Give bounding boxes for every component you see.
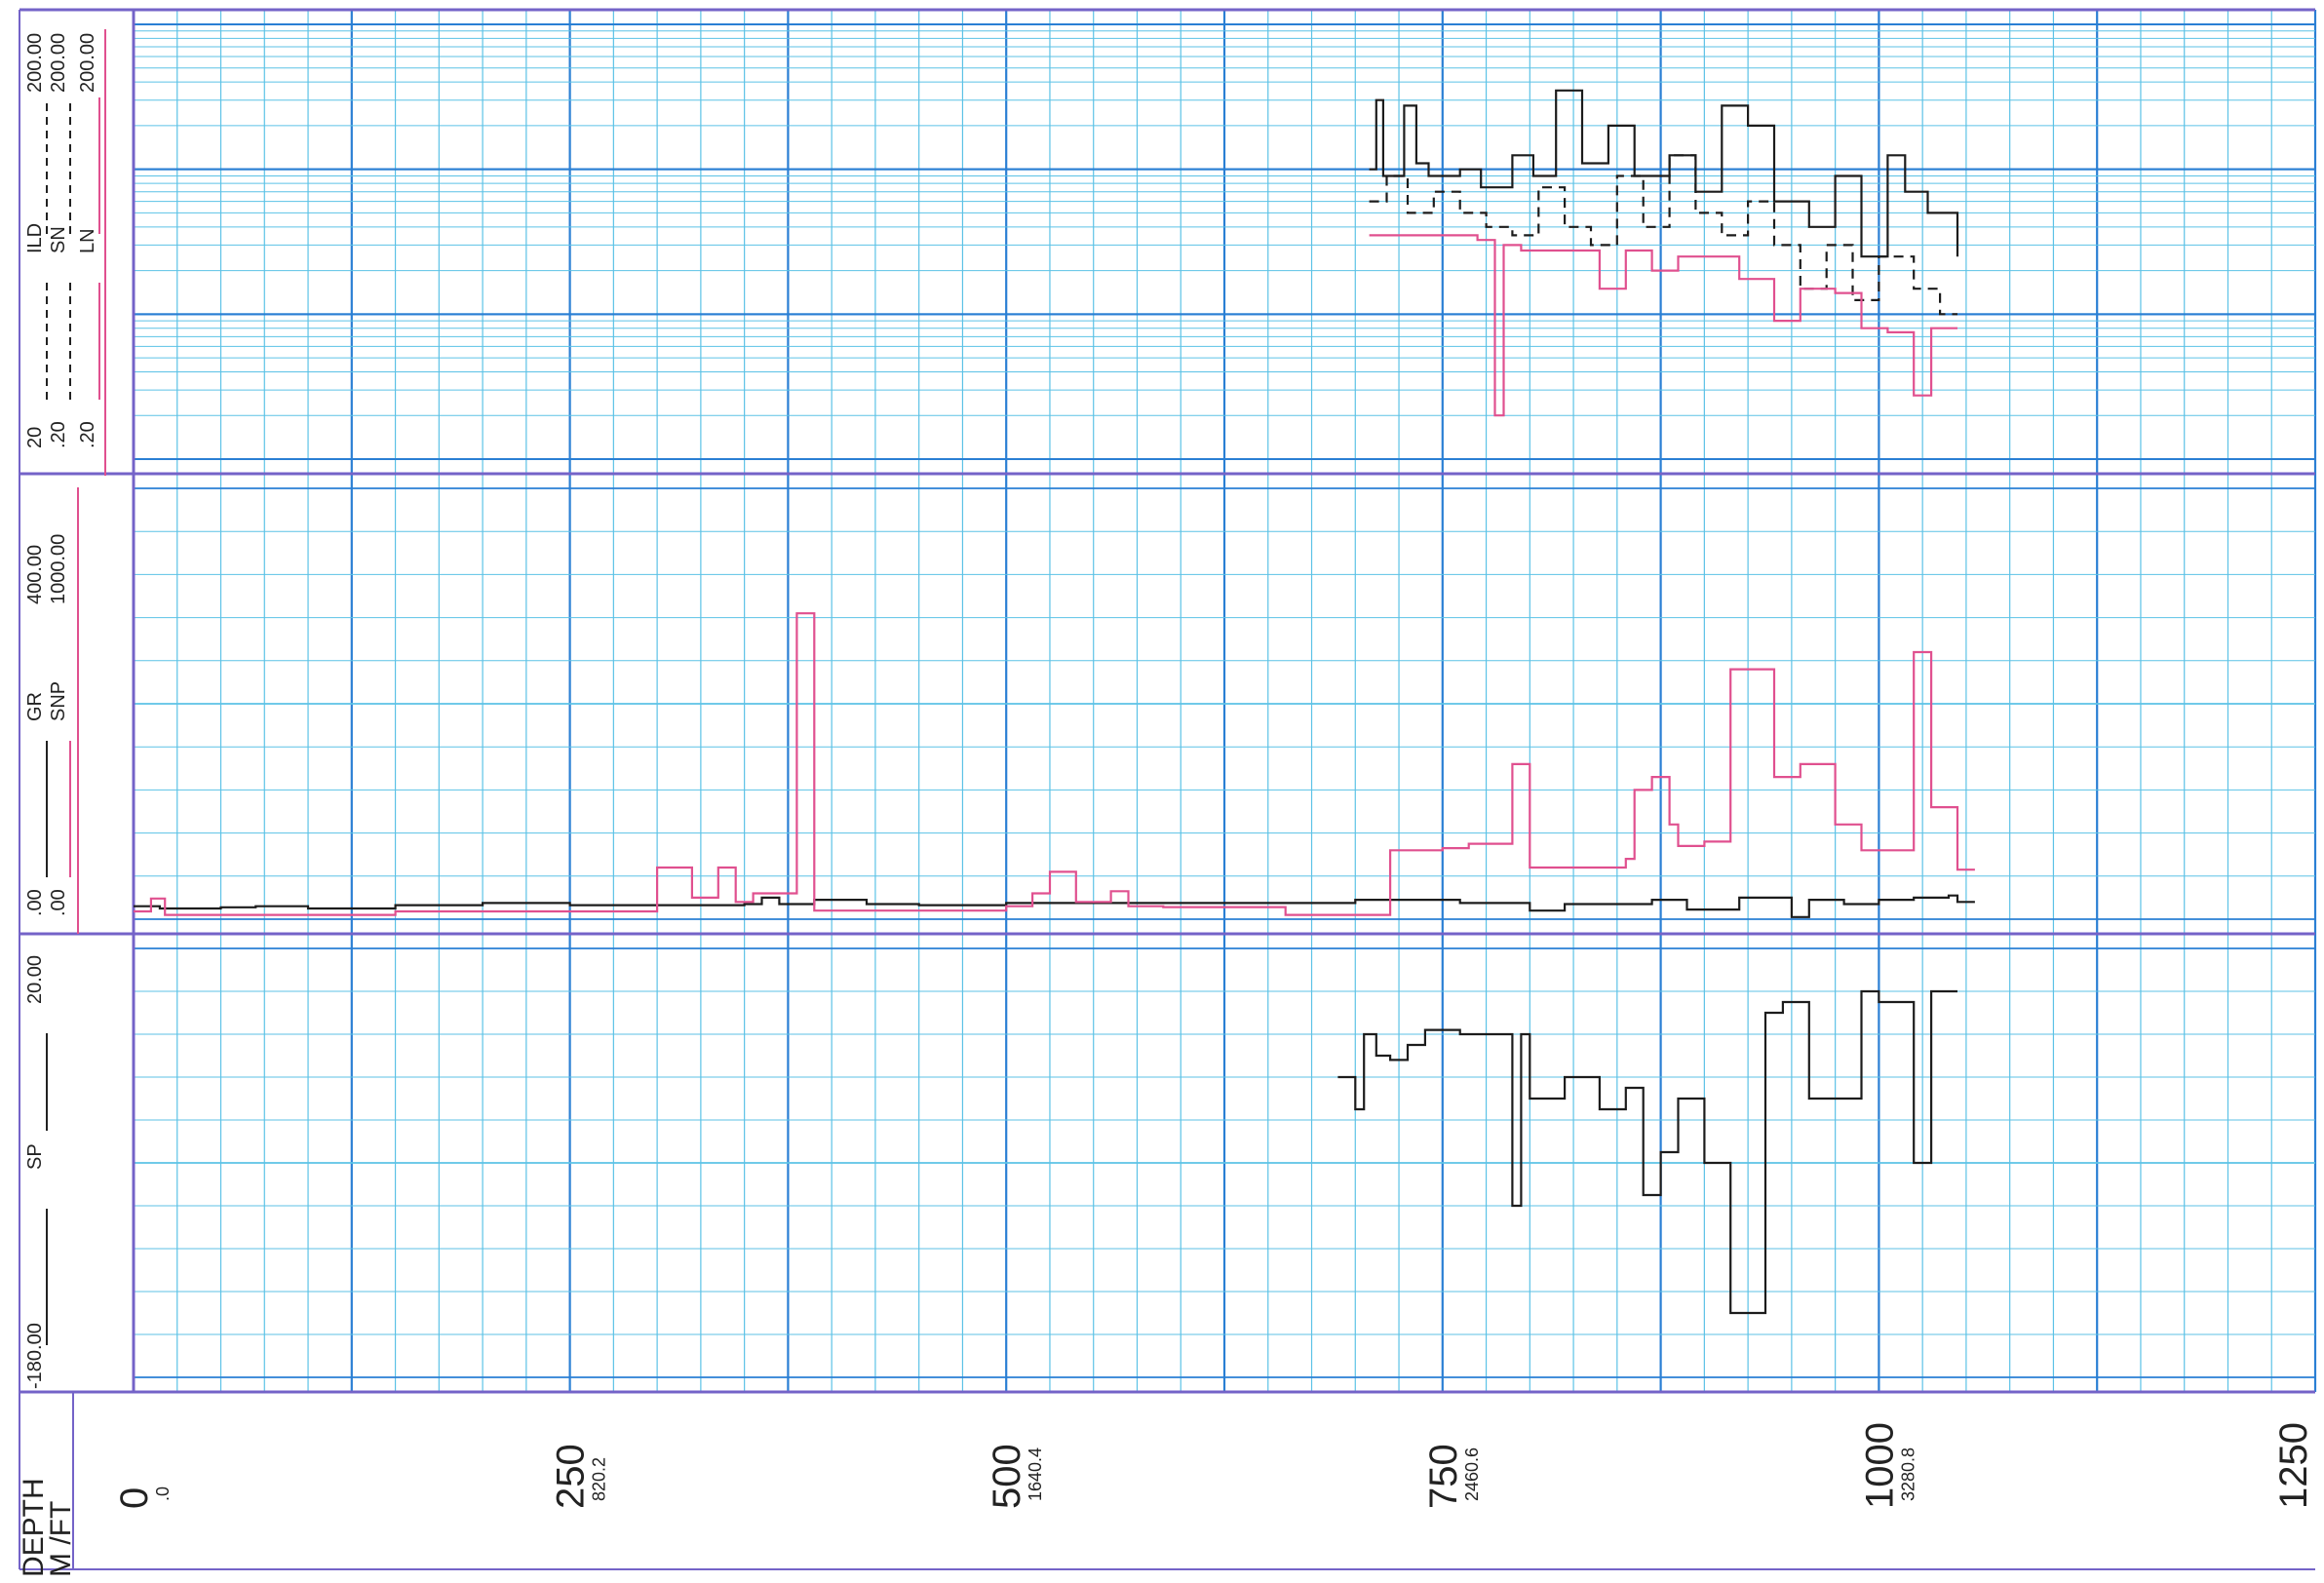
depth-label-m: 500 <box>986 1444 1028 1509</box>
legend-max-snp: 1000.00 <box>48 534 69 604</box>
curve-sp <box>1337 989 1957 1315</box>
legend-min-sp: -180.00 <box>24 1323 46 1389</box>
grid-layer <box>19 8 2317 1570</box>
depth-header-line2: M /FT <box>45 1501 77 1577</box>
track-header-layer: 20 200.00 ILD .20 200.00 SN .20 200.00 LN .00 400.… <box>18 29 106 1577</box>
legend-max-gr: 400.00 <box>24 545 46 604</box>
legend-name-sp: SP <box>24 1143 46 1170</box>
legend-min-gr: .00 <box>24 889 46 916</box>
legend-max-sp: 20.00 <box>24 955 46 1004</box>
depth-label-ft: 2460.6 <box>1462 1448 1482 1501</box>
depth-label-m: 750 <box>1422 1444 1465 1509</box>
curve-layer <box>134 89 1975 1315</box>
curve-ild <box>1369 89 1959 258</box>
curve-gr <box>134 894 1975 918</box>
legend-name-ild: ILD <box>24 223 46 253</box>
legend-name-ln: LN <box>77 228 98 253</box>
legend-min-ild: 20 <box>24 427 46 448</box>
legend-name-snp: SNP <box>48 681 69 721</box>
curve-ln <box>1369 234 1957 417</box>
legend-max-sn: 200.00 <box>48 33 69 93</box>
legend-min-ln: .20 <box>77 421 98 448</box>
depth-label-ft: 3280.8 <box>1898 1448 1917 1501</box>
legend-max-ild: 200.00 <box>24 33 46 93</box>
depth-header-line1: DEPTH <box>18 1478 50 1577</box>
depth-label-ft: 1640.4 <box>1026 1448 1045 1501</box>
curve-snp <box>134 612 1975 916</box>
depth-label-ft: 820.2 <box>590 1457 609 1501</box>
depth-label-ft: .0 <box>153 1486 173 1501</box>
depth-label-m: 1000 <box>1858 1422 1901 1509</box>
legend-min-sn: .20 <box>48 421 69 448</box>
legend-name-sn: SN <box>48 226 69 253</box>
depth-label-m: 1250 <box>2272 1422 2315 1509</box>
curve-sn <box>1369 154 1957 316</box>
legend-max-ln: 200.00 <box>77 33 98 93</box>
legend-min-snp: .00 <box>48 889 69 916</box>
legend-name-gr: GR <box>24 692 46 721</box>
depth-label-m: 250 <box>550 1444 593 1509</box>
depth-label-m: 0 <box>113 1487 156 1509</box>
